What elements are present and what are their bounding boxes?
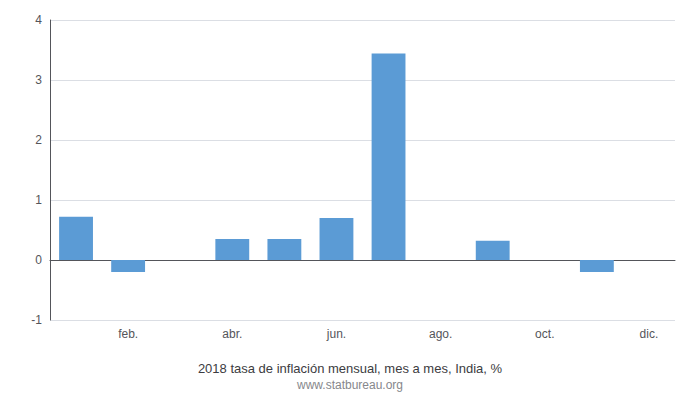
svg-text:2018 tasa de inflación mensual: 2018 tasa de inflación mensual, mes a me… <box>198 361 503 376</box>
svg-text:abr.: abr. <box>222 327 242 341</box>
svg-text:www.statbureau.org: www.statbureau.org <box>296 378 403 392</box>
svg-text:2: 2 <box>35 133 42 147</box>
svg-text:dic.: dic. <box>640 327 659 341</box>
svg-text:1: 1 <box>35 193 42 207</box>
svg-text:-1: -1 <box>31 313 42 327</box>
svg-text:ago.: ago. <box>429 327 452 341</box>
svg-text:jun.: jun. <box>326 327 346 341</box>
svg-text:0: 0 <box>35 253 42 267</box>
svg-text:3: 3 <box>35 73 42 87</box>
svg-text:4: 4 <box>35 13 42 27</box>
svg-text:oct.: oct. <box>535 327 554 341</box>
svg-text:feb.: feb. <box>118 327 138 341</box>
